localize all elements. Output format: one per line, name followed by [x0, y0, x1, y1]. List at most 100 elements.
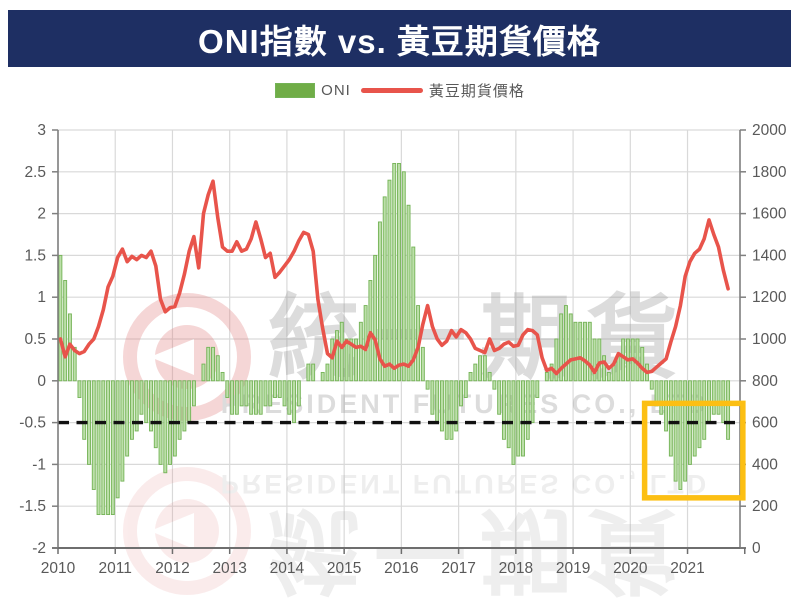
watermark-en-text: PRESIDENT FUTURES CO., LTD	[221, 469, 710, 499]
x-axis-year-label: 2014	[270, 560, 305, 577]
oni-bar	[263, 380, 268, 407]
oni-bar	[406, 204, 411, 382]
oni-bar	[387, 179, 392, 382]
left-axis-tick-label: 2.5	[24, 164, 46, 181]
oni-bar	[554, 338, 559, 382]
oni-bar	[215, 355, 220, 382]
oni-bar	[96, 380, 101, 516]
right-axis-tick-label: 1200	[752, 289, 787, 306]
right-axis-tick-label: 1000	[752, 331, 787, 348]
oni-bar	[206, 346, 211, 382]
left-axis-tick-label: 0	[37, 373, 46, 390]
oni-bar	[392, 162, 397, 382]
oni-bar	[335, 330, 339, 382]
right-axis-tick-label: 1600	[752, 206, 787, 223]
oni-bar	[58, 254, 63, 382]
oni-bar	[144, 380, 149, 424]
oni-bar	[277, 380, 282, 398]
oni-bar	[87, 380, 91, 465]
page-title: ONI指數 vs. 黃豆期貨價格	[198, 22, 601, 60]
oni-bar	[482, 355, 487, 382]
oni-bar	[397, 162, 401, 382]
oni-bar	[521, 380, 525, 457]
oni-bar	[659, 380, 664, 415]
oni-bar	[339, 321, 344, 382]
oni-bar	[201, 363, 206, 382]
chart-legend: ONI 黃豆期貨價格	[0, 80, 800, 101]
left-axis-tick-label: -1	[32, 456, 46, 473]
soybean-price-line	[58, 179, 730, 376]
left-axis-tick-label: 1.5	[24, 247, 46, 264]
oni-bar	[110, 380, 115, 516]
left-axis-tick-label: 3	[37, 122, 46, 139]
x-axis-year-label: 2019	[556, 560, 590, 577]
oni-bar	[621, 338, 626, 382]
right-axis-tick-label: 1800	[752, 164, 787, 181]
oni-bar	[411, 246, 416, 382]
soybean-price-legend-label: 黃豆期貨價格	[428, 83, 525, 100]
oni-bar	[239, 380, 244, 407]
oni-bar	[211, 346, 215, 382]
oni-bar	[368, 280, 373, 382]
right-axis-tick-label: 400	[752, 456, 778, 473]
oni-bar	[535, 380, 540, 398]
oni-bar	[683, 380, 688, 482]
oni-bar	[430, 380, 435, 415]
oni-bar	[702, 380, 707, 440]
oni-bar	[726, 380, 731, 440]
oni-bar	[583, 321, 587, 382]
oni-bar	[487, 371, 492, 382]
oni-bar	[177, 380, 182, 440]
left-axis-tick-label: -0.5	[19, 415, 46, 432]
soybean-price-legend-swatch-icon	[360, 88, 423, 93]
oni-bar	[454, 380, 459, 432]
highlight-box	[641, 400, 746, 501]
oni-bar	[268, 380, 273, 407]
oni-bar	[459, 380, 463, 407]
oni-bar	[401, 171, 406, 382]
x-axis-year-label: 2013	[212, 560, 246, 577]
oni-bar	[234, 380, 239, 415]
oni-bar	[692, 380, 697, 457]
oni-bar	[439, 380, 444, 432]
oni-bar	[678, 380, 683, 490]
oni-bar	[349, 338, 354, 382]
oni-bar	[120, 380, 125, 482]
oni-bar	[287, 380, 292, 415]
oni-bar	[63, 280, 68, 382]
oni-bar	[149, 380, 153, 432]
oni-bar	[463, 380, 468, 398]
oni-bar	[606, 371, 611, 382]
x-axis-year-label: 2016	[384, 560, 418, 577]
x-axis-year-label: 2012	[155, 560, 189, 577]
right-axis-tick-label: 200	[752, 498, 778, 515]
oni-bar	[578, 321, 583, 382]
oni-bar	[716, 380, 721, 415]
left-axis-tick-label: 1	[37, 289, 46, 306]
oni-bar	[587, 321, 592, 382]
x-axis-year-label: 2021	[670, 560, 704, 577]
oni-bar	[77, 380, 82, 398]
oni-bar	[563, 305, 568, 382]
oni-bar	[296, 380, 301, 407]
right-axis-tick-label: 1400	[752, 247, 787, 264]
oni-legend-swatch-icon	[275, 83, 316, 98]
oni-bar	[244, 380, 249, 407]
oni-bar	[91, 380, 96, 490]
oni-bar	[506, 380, 511, 449]
oni-bar	[153, 380, 158, 449]
oni-bar	[711, 380, 716, 415]
oni-bar	[330, 338, 335, 382]
oni-bar	[249, 380, 254, 415]
oni-bar	[525, 380, 530, 440]
oni-bar	[354, 338, 359, 382]
oni-bar	[530, 380, 535, 424]
oni-bar	[478, 355, 483, 382]
oni-bar	[82, 380, 87, 440]
right-axis-tick-label: 2000	[752, 122, 787, 139]
oni-bar	[306, 363, 311, 382]
oni-bar	[106, 380, 111, 516]
legend-item-oni: ONI	[275, 82, 351, 99]
